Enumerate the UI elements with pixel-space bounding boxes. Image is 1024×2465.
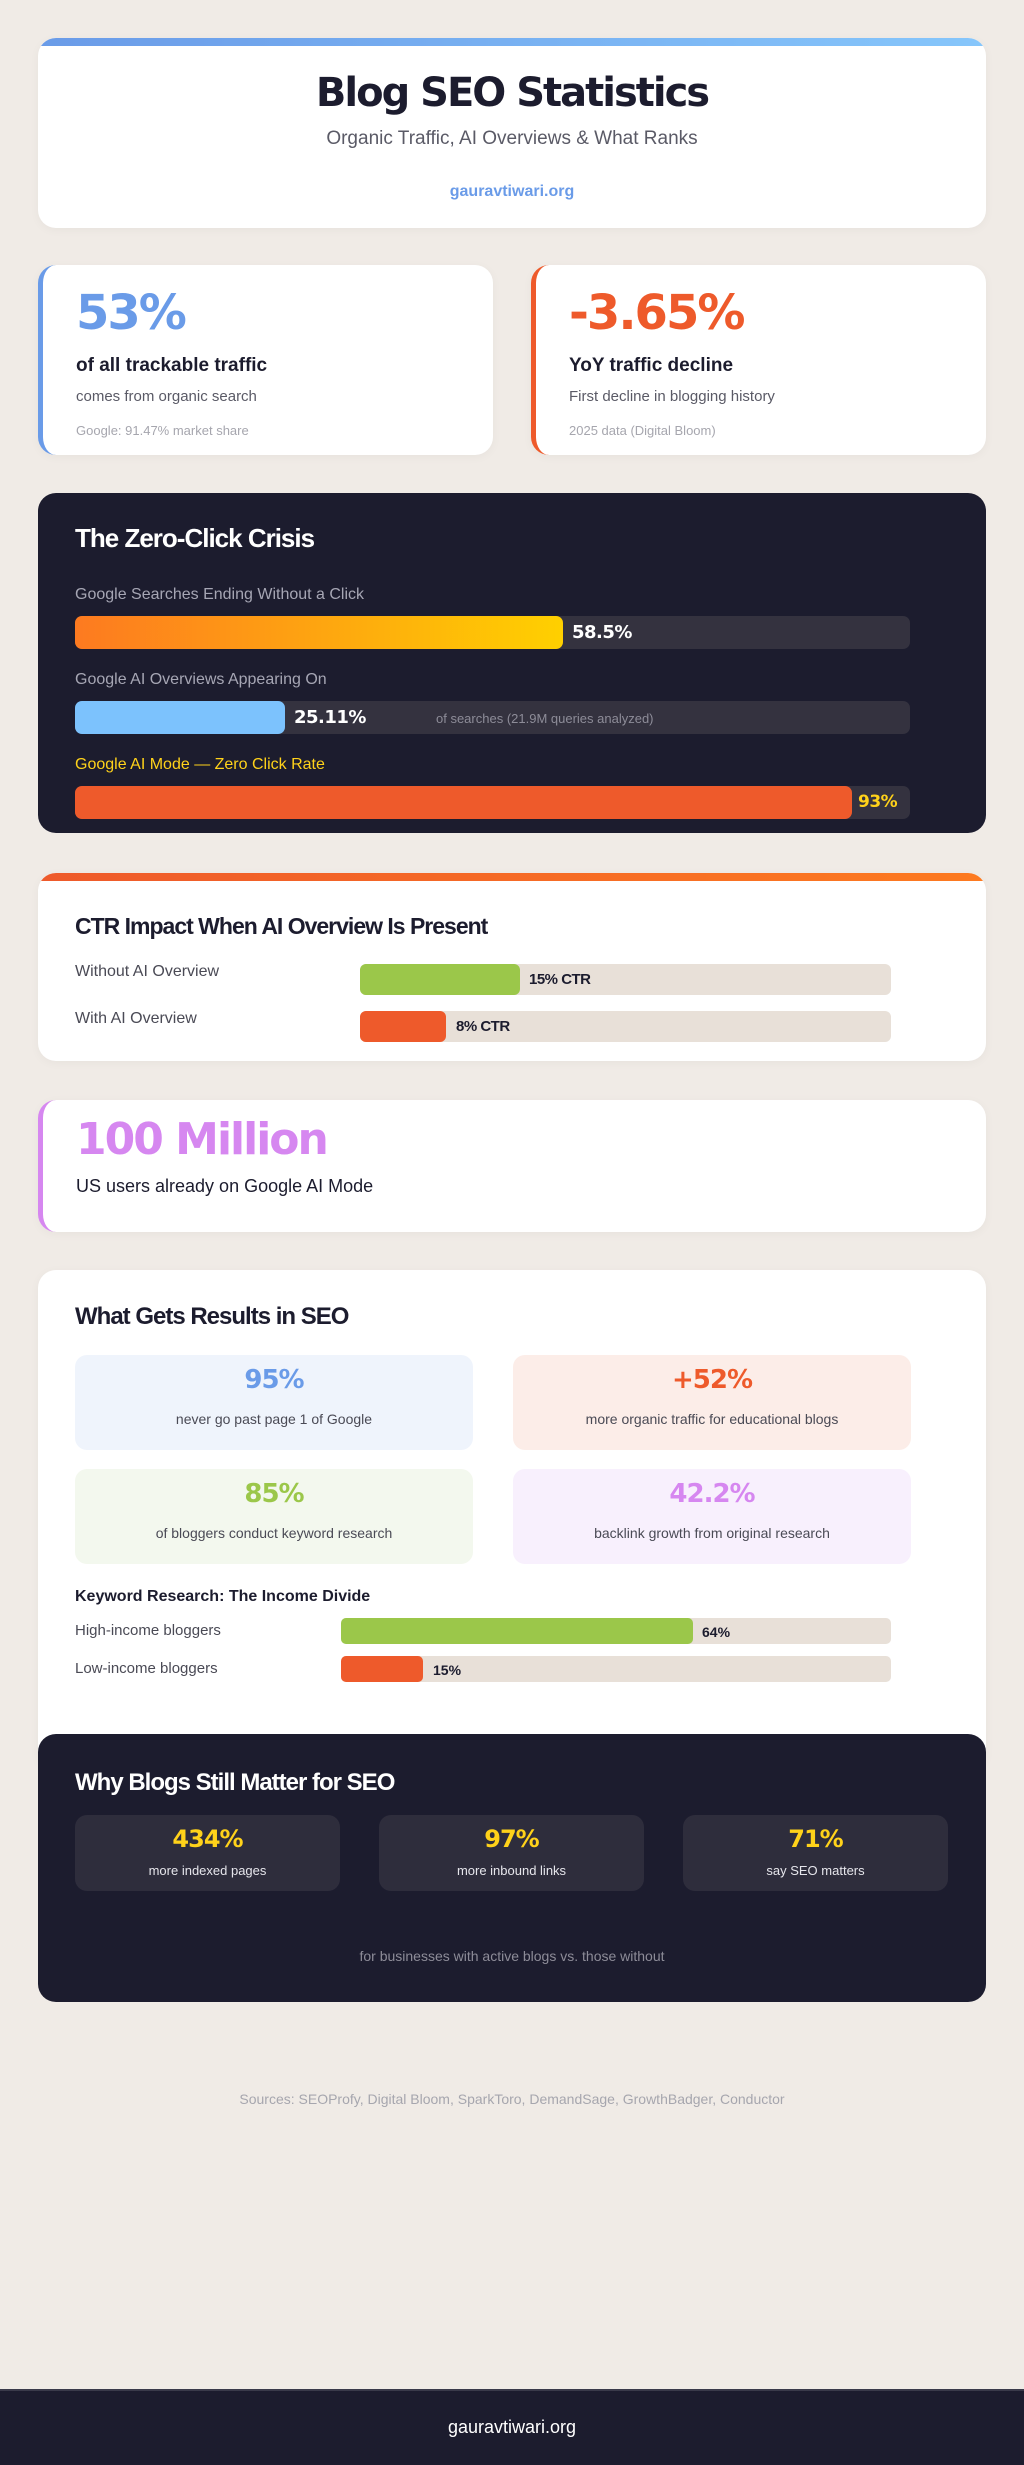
page-title: Blog SEO Statistics (315, 70, 710, 116)
result-box-backlink-growth: 42.2% backlink growth from original rese… (513, 1469, 911, 1564)
why-footnote: for businesses with active blogs vs. tho… (359, 1948, 665, 1964)
bar-fill (75, 701, 285, 734)
section-title: CTR Impact When AI Overview Is Present (75, 913, 488, 939)
why-text: say SEO matters (766, 1863, 865, 1878)
why-text: more inbound links (456, 1863, 567, 1878)
page-subtitle: Organic Traffic, AI Overviews & What Ran… (326, 128, 698, 149)
ctr-row-label: With AI Overview (75, 1010, 197, 1027)
header-accent-bar (38, 38, 986, 46)
result-box-educational-blogs: +52% more organic traffic for educationa… (513, 1355, 911, 1450)
stat-footnote: 2025 data (Digital Bloom) (569, 423, 716, 438)
stat-value: -3.65% (569, 285, 745, 341)
stat-label: US users already on Google AI Mode (76, 1176, 374, 1196)
result-text: never go past page 1 of Google (175, 1411, 373, 1427)
bar-label: Google AI Overviews Appearing On (75, 671, 327, 688)
keyword-row-label: Low-income bloggers (75, 1660, 218, 1677)
why-box-seo-matters: 71% say SEO matters (683, 1815, 948, 1891)
bar-note: of searches (21.9M queries analyzed) (436, 711, 654, 726)
ctr-value: 15% CTR (529, 971, 591, 988)
result-box-keyword-research: 85% of bloggers conduct keyword research (75, 1469, 473, 1564)
section-title: Why Blogs Still Matter for SEO (75, 1769, 395, 1796)
why-box-indexed-pages: 434% more indexed pages (75, 1815, 340, 1891)
keyword-value: 64% (702, 1624, 731, 1640)
header-card: Blog SEO Statistics Organic Traffic, AI … (38, 38, 986, 228)
bar-value: 58.5% (572, 622, 632, 643)
header-site-link[interactable]: gauravtiwari.org (449, 183, 575, 200)
stat-value: 100 Million (76, 1114, 329, 1165)
ctr-track-without-ai: 15% CTR (360, 964, 891, 995)
bar-fill (75, 786, 852, 819)
result-box-page-one: 95% never go past page 1 of Google (75, 1355, 473, 1450)
bar-fill (75, 616, 564, 649)
keyword-value: 15% (433, 1662, 462, 1678)
keyword-row-label: High-income bloggers (75, 1622, 221, 1639)
zero-click-section: The Zero-Click Crisis Google Searches En… (38, 493, 986, 833)
ctr-value: 8% CTR (456, 1018, 510, 1035)
bar-track-ai-overviews: 25.11% of searches (21.9M queries analyz… (75, 701, 910, 734)
stat-sub: First decline in blogging history (569, 388, 775, 405)
keyword-divide-title: Keyword Research: The Income Divide (75, 1588, 371, 1605)
bar-value: 93% (858, 792, 898, 812)
bar-label: Google Searches Ending Without a Click (75, 586, 365, 603)
result-text: more organic traffic for educational blo… (585, 1411, 839, 1427)
why-text: more indexed pages (148, 1863, 267, 1878)
keyword-track-high-income: 64% (341, 1618, 891, 1644)
why-blogs-matter-section: Why Blogs Still Matter for SEO 434% more… (38, 1734, 986, 2002)
keyword-track-low-income: 15% (341, 1656, 891, 1682)
result-value: 95% (244, 1365, 304, 1395)
result-text: backlink growth from original research (594, 1525, 830, 1541)
bar-label: Google AI Mode — Zero Click Rate (75, 756, 325, 773)
ai-mode-users-card: 100 Million US users already on Google A… (38, 1100, 986, 1232)
what-gets-results-section: What Gets Results in SEO 95% never go pa… (38, 1270, 986, 1770)
why-value: 71% (788, 1825, 843, 1853)
bar-track-ai-mode: 93% (75, 786, 910, 819)
footer: gauravtiwari.org (0, 2389, 1024, 2465)
section-title: What Gets Results in SEO (75, 1303, 349, 1330)
ctr-track-with-ai: 8% CTR (360, 1011, 891, 1042)
why-box-inbound-links: 97% more inbound links (379, 1815, 644, 1891)
sources-line: Sources: SEOProfy, Digital Bloom, SparkT… (239, 2091, 785, 2107)
stat-card-organic-traffic: 53% of all trackable traffic comes from … (38, 265, 493, 455)
ctr-accent-bar (38, 873, 986, 881)
stat-label: of all trackable traffic (76, 355, 268, 376)
stat-footnote: Google: 91.47% market share (76, 423, 249, 438)
bar-track-no-click: 58.5% (75, 616, 910, 649)
stat-value: 53% (76, 285, 187, 341)
why-value: 97% (484, 1825, 539, 1853)
result-text: of bloggers conduct keyword research (155, 1525, 393, 1541)
keyword-fill (341, 1618, 693, 1644)
stat-sub: comes from organic search (76, 388, 257, 405)
stat-label: YoY traffic decline (569, 355, 734, 376)
result-value: 42.2% (669, 1479, 755, 1509)
ctr-row-label: Without AI Overview (75, 963, 220, 980)
ctr-impact-section: CTR Impact When AI Overview Is Present W… (38, 873, 986, 1061)
keyword-fill (341, 1656, 423, 1682)
footer-site-link[interactable]: gauravtiwari.org (447, 2417, 577, 2437)
why-value: 434% (172, 1825, 243, 1853)
ctr-fill (360, 964, 520, 995)
result-value: +52% (671, 1365, 753, 1395)
result-value: 85% (244, 1479, 304, 1509)
ctr-fill (360, 1011, 446, 1042)
stat-card-traffic-decline: -3.65% YoY traffic decline First decline… (531, 265, 986, 455)
section-title: The Zero-Click Crisis (75, 523, 315, 553)
bar-value: 25.11% (294, 707, 366, 728)
